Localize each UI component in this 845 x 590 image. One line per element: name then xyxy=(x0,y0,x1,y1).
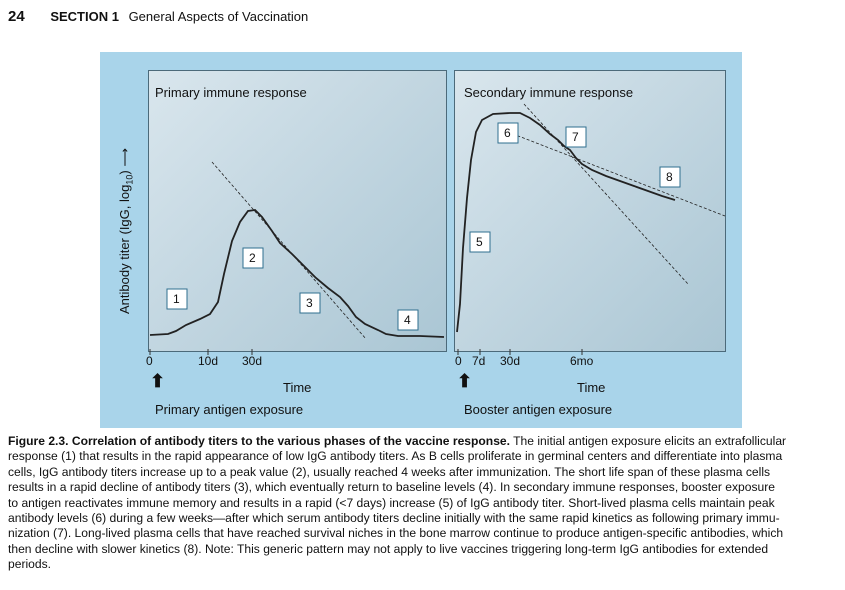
caption-line: then decline with slower kinetics (8). N… xyxy=(8,541,769,556)
marker-2-box xyxy=(242,247,264,269)
secondary-time-label: Time xyxy=(577,380,606,395)
marker-3-box xyxy=(299,292,321,314)
primary-panel-title: Primary immune response xyxy=(155,85,307,100)
primary-antibody-curve xyxy=(149,209,445,338)
section-label: SECTION 1 xyxy=(50,9,119,24)
tick-label-7d: 7d xyxy=(472,354,486,368)
marker-6-box xyxy=(497,122,519,144)
caption-line: cells, IgG antibody titers increase up t… xyxy=(8,464,771,479)
marker-1-box xyxy=(166,288,188,310)
caption-line: nization (7). Long-lived plasma cells th… xyxy=(8,526,784,541)
secondary-panel-title: Secondary immune response xyxy=(464,85,634,100)
marker-3: 3 xyxy=(306,296,313,310)
booster-exposure-label: Booster antigen exposure xyxy=(464,402,613,417)
figure-drawing xyxy=(149,103,726,355)
marker-7: 7 xyxy=(572,130,579,144)
caption-line: Figure 2.3. Correlation of antibody tite… xyxy=(8,434,787,448)
marker-5-box xyxy=(469,231,491,253)
section-title: General Aspects of Vaccination xyxy=(128,9,309,24)
figure-caption: Figure 2.3. Correlation of antibody tite… xyxy=(8,434,838,573)
marker-4-box xyxy=(397,309,419,331)
tick-label-30d-secondary: 30d xyxy=(500,354,521,368)
marker-1: 1 xyxy=(173,292,180,306)
secondary-antibody-curve xyxy=(456,112,676,333)
tick-label-0-secondary: 0 xyxy=(455,354,462,368)
secondary-decline-trend-steep xyxy=(523,103,689,285)
caption-line: antibody levels (6) during a few weeks—a… xyxy=(8,511,780,526)
booster-exposure-arrow-icon: ⬆ xyxy=(457,371,473,391)
marker-5: 5 xyxy=(476,235,483,249)
tick-label-30d-primary: 30d xyxy=(242,354,263,368)
caption-line: periods. xyxy=(8,557,52,572)
tick-label-10d: 10d xyxy=(198,354,219,368)
caption-line: results in a rapid decline of antibody t… xyxy=(8,480,776,495)
marker-8-box xyxy=(659,166,681,188)
tick-label-6mo: 6mo xyxy=(570,354,594,368)
tick-label-0-primary: 0 xyxy=(146,354,153,368)
marker-4: 4 xyxy=(404,313,411,327)
secondary-decline-trend-slow xyxy=(507,131,726,217)
marker-2: 2 xyxy=(249,251,256,265)
marker-8: 8 xyxy=(666,170,673,184)
marker-6: 6 xyxy=(504,126,511,140)
primary-time-label: Time xyxy=(283,380,312,395)
caption-line: response (1) that results in the rapid a… xyxy=(8,449,783,464)
figure-2-3: Antibody titer (IgG, log10) ⟶ Primary im… xyxy=(100,52,742,428)
page-number: 24 xyxy=(8,8,25,25)
secondary-response-panel xyxy=(454,70,726,352)
marker-7-box xyxy=(565,126,587,148)
primary-exposure-arrow-icon: ⬆ xyxy=(150,371,166,391)
primary-response-panel xyxy=(148,70,447,352)
running-header: 24 SECTION 1 General Aspects of Vaccinat… xyxy=(8,8,308,25)
caption-line: to antigen reactivates immune memory and… xyxy=(8,495,775,510)
primary-exposure-label: Primary antigen exposure xyxy=(155,402,304,417)
